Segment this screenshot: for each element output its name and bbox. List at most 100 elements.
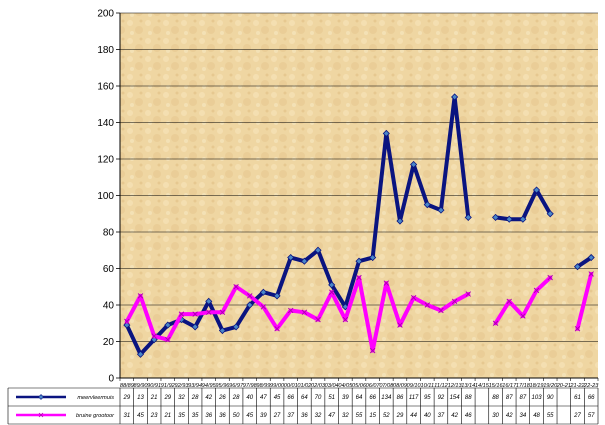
data-point-1 [192, 311, 198, 317]
data-point-0 [164, 321, 172, 329]
data-point-1 [219, 309, 226, 316]
data-point-1 [506, 298, 512, 305]
category-label: 14/15 [475, 383, 490, 389]
table-cell-value: 42 [451, 413, 458, 419]
data-point-1 [465, 291, 472, 297]
y-tick-label: 20 [103, 337, 115, 348]
table-cell-value: 35 [178, 413, 185, 419]
data-point-1 [424, 302, 431, 308]
table-cell-value: 45 [246, 413, 253, 419]
table-cell-value: 134 [381, 395, 392, 401]
data-point-1 [588, 271, 594, 277]
table-cell-value: 92 [438, 395, 445, 401]
category-label: 99/00 [270, 383, 285, 389]
y-tick-label: 100 [97, 191, 114, 202]
y-tick-label: 40 [103, 301, 115, 312]
data-point-0 [300, 257, 308, 265]
data-point-mark [274, 325, 280, 332]
table-cell-value: 61 [574, 395, 581, 401]
table-cell-value: 36 [301, 413, 308, 419]
table-cell-value: 23 [150, 413, 158, 419]
category-label: 95/96 [215, 383, 230, 389]
data-point-0 [437, 206, 445, 214]
data-point-0 [273, 292, 281, 300]
data-point-0 [382, 129, 390, 138]
category-label: 96/97 [229, 383, 244, 389]
category-label: 17/18 [516, 383, 531, 389]
data-point-0 [314, 246, 322, 254]
data-point-mark [588, 271, 594, 277]
data-point-mark [151, 333, 157, 339]
table-cell-value: 27 [573, 413, 581, 419]
data-point-0 [546, 210, 554, 218]
data-point-0 [492, 213, 500, 221]
data-point-1 [547, 274, 553, 281]
category-label: 21-22 [569, 383, 585, 389]
data-point-mark [178, 311, 185, 317]
data-point-mark [246, 293, 253, 299]
data-point-1 [137, 293, 144, 299]
data-point-1 [233, 283, 239, 290]
y-tick-label: 200 [97, 9, 114, 20]
y-tick-label: 0 [108, 374, 114, 385]
table-cell-value: 88 [492, 395, 499, 401]
series-line-0 [575, 255, 594, 269]
table-cell-value: 117 [409, 395, 419, 401]
data-point-mark [124, 318, 130, 325]
table-cell-value: 29 [163, 395, 171, 401]
data-point-1 [438, 307, 444, 314]
data-point-0 [587, 253, 595, 262]
category-label: 92/93 [174, 383, 189, 389]
table-cell-value: 95 [424, 395, 431, 401]
data-point-1 [410, 294, 417, 301]
table-cell-value: 21 [150, 395, 158, 401]
category-label: 22-23 [583, 383, 599, 389]
table-cell-value: 37 [438, 413, 445, 419]
legend-swatch-mark [38, 412, 44, 418]
y-tick-label: 180 [97, 45, 114, 56]
data-point-1 [533, 287, 540, 294]
table-cell-value: 51 [328, 395, 335, 401]
data-point-mark [465, 291, 472, 297]
data-point-0 [218, 326, 226, 335]
data-point-0 [205, 297, 213, 305]
series-line-1 [575, 271, 594, 331]
table-cell-value: 154 [450, 395, 461, 401]
category-label: 16/17 [502, 383, 517, 389]
data-point-1 [356, 274, 362, 281]
table-cell-value: 29 [122, 395, 130, 401]
data-point-mark [233, 283, 239, 290]
category-label: 07/08 [379, 383, 394, 389]
table-cell-value: 32 [315, 413, 322, 419]
category-label: 90/91 [147, 383, 161, 389]
category-label: 08/09 [393, 383, 407, 389]
table-cell-value: 28 [191, 395, 199, 401]
category-label: 09/10 [407, 383, 422, 389]
series-line-1 [124, 275, 471, 353]
data-point-mark [287, 307, 294, 314]
legend-label: meervleermuis [77, 395, 114, 401]
table-cell-value: 26 [218, 395, 226, 401]
table-cell-value: 64 [301, 395, 308, 401]
data-point-mark [206, 309, 212, 316]
table-cell-value: 90 [547, 395, 554, 401]
data-point-mark [506, 298, 512, 305]
data-point-0 [355, 257, 363, 265]
table-cell-value: 36 [205, 413, 212, 419]
category-label: 89/90 [133, 383, 148, 389]
data-point-mark [438, 307, 444, 314]
category-label: 13/14 [461, 383, 475, 389]
category-label: 20-21 [556, 383, 571, 389]
data-point-1 [165, 336, 171, 343]
data-point-0 [328, 281, 336, 289]
data-point-0 [191, 323, 199, 331]
table-cell-value: 66 [588, 395, 595, 401]
data-point-1 [342, 316, 349, 323]
data-point-1 [206, 309, 212, 316]
data-point-mark [397, 322, 403, 328]
data-point-0 [464, 213, 472, 221]
category-label: 02/03 [311, 383, 326, 389]
data-point-1 [260, 304, 267, 310]
